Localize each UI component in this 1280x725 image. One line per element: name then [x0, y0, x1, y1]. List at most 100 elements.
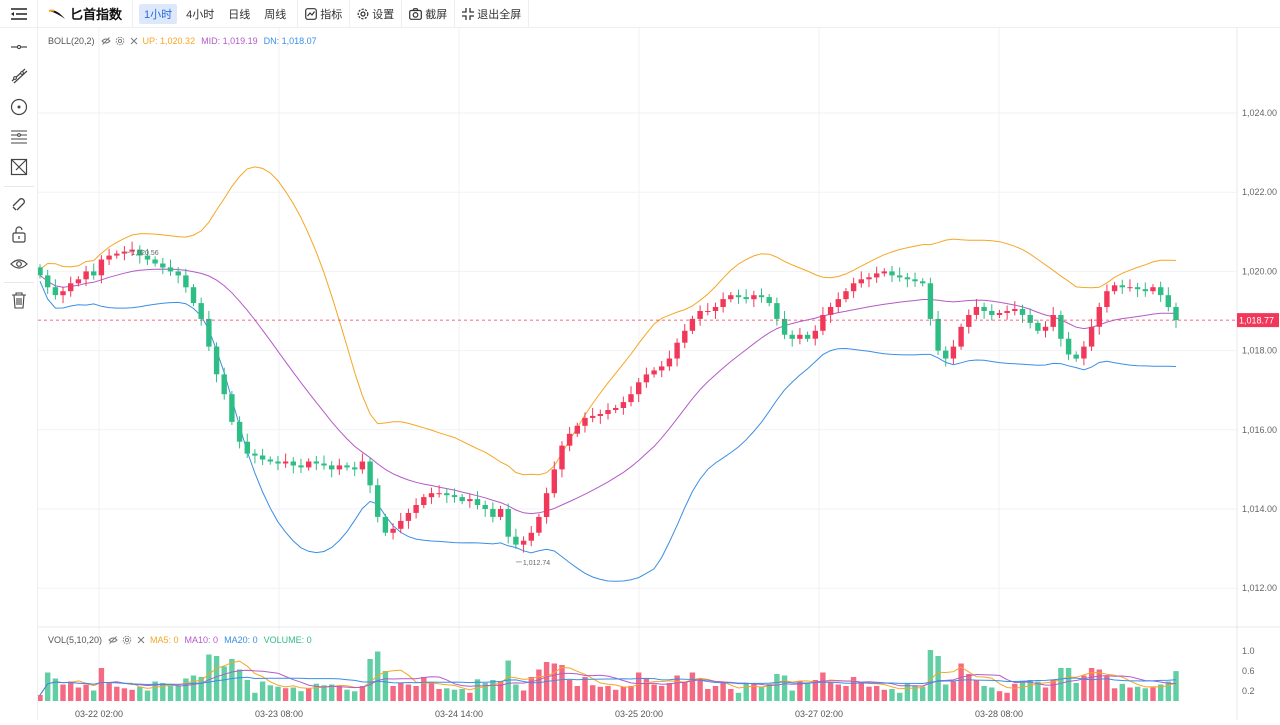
candle-body: [467, 499, 473, 502]
candle-body: [152, 259, 158, 264]
fib-lines-icon[interactable]: [9, 127, 29, 147]
top-toolbar: 匕首指数 1小时 4小时 日线 周线 指标 设置 截屏 退出全屏: [0, 0, 1280, 28]
volume-bar: [697, 678, 703, 701]
horizontal-line-icon[interactable]: [9, 37, 29, 57]
candle-body: [336, 465, 343, 470]
volume-bar: [850, 677, 857, 701]
timeframe-1h[interactable]: 1小时: [139, 3, 178, 24]
candle-body: [774, 303, 780, 319]
timeframe-4h[interactable]: 4小时: [186, 8, 215, 21]
candle-body: [843, 291, 849, 300]
boll-up-line: [39, 166, 1177, 476]
candle-body: [306, 461, 312, 468]
candle-body: [758, 295, 765, 298]
vol-legend: VOL(5,10,20) MA5: 0 MA10: 0 MA20: 0 VOLU…: [48, 635, 318, 645]
pattern-icon[interactable]: [9, 157, 29, 177]
vol-ma20-line: [39, 676, 1177, 696]
volume-bar: [398, 683, 404, 701]
candle-body: [68, 283, 74, 292]
boll-up-value: UP: 1,020.32: [142, 36, 196, 46]
volume-bar: [1165, 681, 1171, 701]
volume-bar: [1096, 669, 1102, 701]
volume-bar: [590, 685, 596, 701]
volume-bar: [605, 686, 611, 701]
screenshot-button[interactable]: 截屏: [402, 0, 456, 28]
timeframe-daily[interactable]: 日线: [228, 8, 251, 21]
candle-body: [904, 277, 911, 280]
settings-button[interactable]: 设置: [350, 0, 403, 28]
close-icon[interactable]: [136, 635, 146, 645]
volume-bar: [129, 689, 135, 701]
volume-bar: [482, 683, 488, 701]
candle-body: [781, 318, 788, 335]
candle-body: [820, 315, 826, 331]
candlestick-chart[interactable]: 1,024.00 1,022.00 1,020.00 1,018.00 1,016.00…: [37, 28, 1280, 720]
candle-body: [114, 253, 120, 256]
candle-body: [459, 497, 465, 502]
candle-body: [1035, 322, 1041, 331]
volume-bar: [459, 689, 465, 701]
volume-bar: [881, 689, 887, 701]
volume-bar: [636, 672, 642, 701]
time-tick-label: 03-27 02:00: [795, 709, 843, 719]
candle-body: [1050, 315, 1056, 327]
volume-bar: [1042, 687, 1049, 701]
volume-bar: [620, 686, 627, 701]
volume-bar: [866, 686, 872, 701]
candle-body: [106, 255, 112, 260]
timeframe-weekly[interactable]: 周线: [264, 8, 287, 21]
candle-body: [1065, 338, 1072, 355]
candle-body: [651, 370, 657, 375]
candle-body: [244, 441, 250, 454]
menu-icon[interactable]: [0, 0, 38, 28]
candle-body: [881, 271, 887, 274]
volume-bar: [275, 686, 281, 701]
eye-icon[interactable]: [9, 254, 29, 274]
brand-logo[interactable]: 匕首指数: [38, 0, 134, 28]
volume-bar: [282, 688, 289, 701]
lock-icon[interactable]: [9, 224, 29, 244]
candle-body: [520, 540, 527, 545]
volume-bar: [413, 686, 419, 701]
exit-fullscreen-button[interactable]: 退出全屏: [455, 0, 530, 28]
close-icon[interactable]: [129, 36, 139, 46]
candle-body: [298, 465, 304, 468]
candle-body: [375, 485, 381, 517]
volume-bar: [114, 686, 120, 701]
candle-body: [989, 311, 995, 315]
volume-bar: [106, 683, 112, 701]
candle-body: [674, 342, 680, 359]
magnet-icon[interactable]: [9, 194, 29, 214]
candle-body: [812, 330, 818, 339]
candles: [37, 241, 1179, 553]
volume-bar: [1012, 683, 1018, 701]
volume-bar: [1058, 668, 1064, 701]
candle-body: [313, 461, 319, 464]
candle-body: [528, 532, 534, 541]
candle-body: [597, 414, 603, 416]
candle-body: [551, 469, 557, 494]
trend-line-icon[interactable]: [9, 66, 29, 86]
vol-ma5-value: MA5: 0: [150, 635, 179, 645]
volume-bar: [559, 665, 565, 701]
eye-off-icon[interactable]: [108, 635, 118, 645]
volume-bar: [206, 654, 212, 701]
circle-target-icon[interactable]: [9, 97, 29, 117]
candle-body: [850, 283, 857, 292]
drawing-toolbar: [0, 28, 38, 720]
candle-body: [1104, 291, 1110, 307]
exit-fullscreen-icon: [462, 7, 475, 20]
gear-icon[interactable]: [122, 635, 132, 645]
volume-bar: [405, 684, 412, 701]
indicators-button[interactable]: 指标: [298, 0, 351, 28]
chart-area[interactable]: 1,024.00 1,022.00 1,020.00 1,018.00 1,016.00…: [37, 28, 1280, 720]
candle-body: [1088, 326, 1095, 347]
candle-body: [628, 394, 634, 403]
candle-body: [1004, 311, 1010, 313]
candle-body: [367, 461, 373, 486]
trash-icon[interactable]: [9, 290, 29, 310]
gear-icon[interactable]: [115, 36, 125, 46]
volume-bar: [1111, 688, 1118, 701]
eye-off-icon[interactable]: [100, 36, 111, 46]
volume-bar: [298, 691, 304, 701]
